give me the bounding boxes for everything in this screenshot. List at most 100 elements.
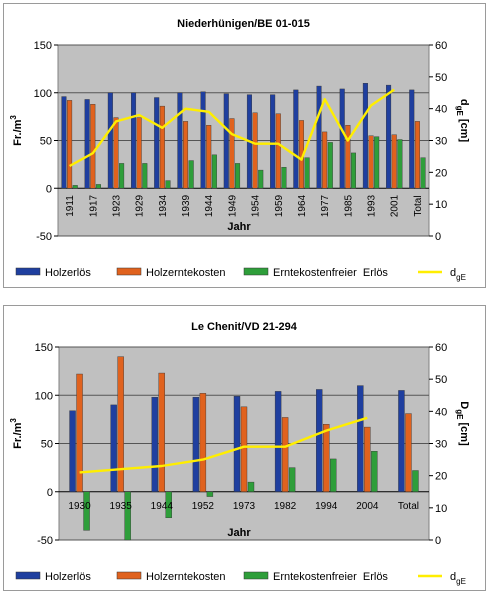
y-tick-label: 150 (34, 40, 52, 52)
bar-holzerntekosten (90, 104, 96, 189)
bar-holzerloes (151, 396, 158, 492)
bar-holzerntekosten (252, 112, 258, 189)
chart-title: Le Chenit/VD 21-294 (191, 321, 298, 333)
bar-erntekostenfreier-erloes (124, 491, 131, 541)
bar-holzerntekosten (206, 125, 212, 189)
bar-holzerntekosten (117, 356, 124, 492)
bar-erntekostenfreier-erloes (142, 163, 148, 189)
bar-holzerloes (192, 396, 200, 492)
bar-holzerloes (362, 82, 368, 189)
y2-tick-label: 0 (435, 535, 441, 547)
bar-holzerntekosten (364, 426, 371, 492)
bar-holzerntekosten (136, 117, 142, 189)
x-tick-label: 1944 (151, 501, 174, 512)
bar-holzerntekosten (229, 118, 235, 189)
bar-holzerntekosten (414, 121, 420, 189)
legend-holzerloes-label: Holzerlös (45, 571, 91, 583)
bar-erntekostenfreier-erloes (304, 157, 310, 189)
x-tick-label: Total (413, 195, 424, 216)
x-tick-label: 1954 (251, 194, 262, 217)
bar-erntekostenfreier-erloes (412, 470, 419, 492)
bar-holzerloes (270, 94, 276, 189)
y2-axis-title: dgE [cm] (455, 99, 470, 143)
bar-holzerloes (69, 410, 76, 492)
chart-title: Niederhünigen/BE 01-015 (177, 18, 310, 30)
bar-holzerloes (110, 404, 117, 492)
x-tick-label: 2004 (356, 501, 379, 512)
bar-erntekostenfreier-erloes (397, 139, 403, 189)
bar-holzerntekosten (275, 113, 281, 189)
y-tick-label: 0 (47, 487, 53, 499)
bar-holzerloes (61, 96, 67, 189)
bar-holzerloes (233, 396, 241, 492)
x-tick-label: 2001 (390, 194, 401, 217)
legend-holzerntekosten-label: Holzerntekosten (146, 267, 226, 279)
y2-tick-label: 10 (435, 503, 447, 515)
bar-holzerntekosten (240, 406, 248, 492)
chart-panel-niederhuenigen: Niederhünigen/BE 01-015 -50 0 50 100 150 0 10 20… (3, 3, 486, 288)
x-tick-label: Total (398, 501, 419, 512)
bar-holzerloes (274, 391, 282, 492)
bar-erntekostenfreier-erloes (281, 167, 287, 189)
y2-tick-label: 30 (435, 136, 447, 148)
chart-le-chenit: Le Chenit/VD 21-294 -50 0 50 100 150 0 10 20 30 40… (9, 321, 470, 586)
bar-erntekostenfreier-erloes (72, 185, 78, 189)
y-axis-title: Fr./m3 (9, 418, 24, 449)
x-tick-label: 1993 (367, 194, 378, 217)
bar-holzerntekosten (113, 117, 119, 189)
bar-erntekostenfreier-erloes (235, 163, 241, 189)
bar-holzerloes (339, 88, 345, 189)
x-tick-label: 1964 (297, 194, 308, 217)
legend-holzerloes-label: Holzerlös (45, 267, 91, 279)
legend-holzerntekosten-swatch (116, 571, 142, 580)
bar-holzerloes (316, 389, 323, 492)
bar-erntekostenfreier-erloes (211, 154, 217, 189)
x-tick-label: 1917 (88, 194, 99, 217)
bar-holzerntekosten (183, 121, 189, 189)
x-tick-label: 1923 (111, 194, 122, 217)
y-tick-label: -50 (37, 535, 53, 547)
x-tick-label: 1973 (233, 501, 256, 512)
legend-holzerloes-swatch (15, 571, 41, 580)
bar-holzerloes (293, 89, 299, 189)
bar-erntekostenfreier-erloes (95, 184, 101, 189)
y2-tick-label: 20 (435, 471, 447, 483)
y2-tick-label: 50 (435, 72, 447, 84)
legend-erntekostenfreier-erloes-swatch (243, 267, 269, 276)
bar-holzerloes (386, 84, 392, 189)
legend-holzerntekosten-swatch (116, 267, 142, 276)
x-tick-label: 1935 (110, 501, 133, 512)
bar-holzerloes (107, 92, 113, 189)
y-tick-label: -50 (36, 231, 52, 243)
y-tick-label: 50 (41, 439, 53, 451)
y-tick-label: 150 (35, 342, 53, 354)
bar-erntekostenfreier-erloes (258, 169, 264, 189)
bar-erntekostenfreier-erloes (83, 491, 90, 531)
bar-erntekostenfreier-erloes (327, 142, 333, 189)
bar-holzerntekosten (199, 393, 207, 492)
y2-tick-label: 40 (435, 406, 447, 418)
x-tick-label: 1911 (65, 195, 76, 217)
bar-holzerntekosten (391, 134, 397, 189)
x-tick-label: 1982 (274, 501, 297, 512)
x-tick-label: 1949 (227, 194, 238, 217)
legend-erntekostenfreier-erloes-label: Erntekostenfreier Erlös (273, 571, 388, 583)
chart-niederhuenigen: Niederhünigen/BE 01-015 -50 0 50 100 150 0 10 20… (9, 18, 470, 282)
bar-erntekostenfreier-erloes (374, 136, 380, 189)
dge-line (79, 416, 368, 474)
bar-holzerloes (84, 99, 90, 189)
bar-erntekostenfreier-erloes (330, 458, 337, 492)
bar-holzerntekosten (322, 131, 328, 189)
x-axis-title: Jahr (227, 527, 251, 539)
bar-holzerloes (130, 92, 137, 189)
bar-holzerntekosten (67, 100, 73, 189)
legend-erntekostenfreier-erloes-label: Erntekostenfreier Erlös (273, 267, 388, 279)
y2-tick-label: 10 (435, 199, 447, 211)
x-tick-label: 1944 (204, 194, 215, 217)
x-tick-label: 1994 (315, 501, 338, 512)
bar-erntekostenfreier-erloes (350, 152, 357, 189)
bar-holzerloes (177, 92, 183, 189)
bar-holzerloes (223, 93, 229, 189)
bar-erntekostenfreier-erloes (119, 163, 125, 189)
bar-holzerntekosten (158, 372, 165, 492)
